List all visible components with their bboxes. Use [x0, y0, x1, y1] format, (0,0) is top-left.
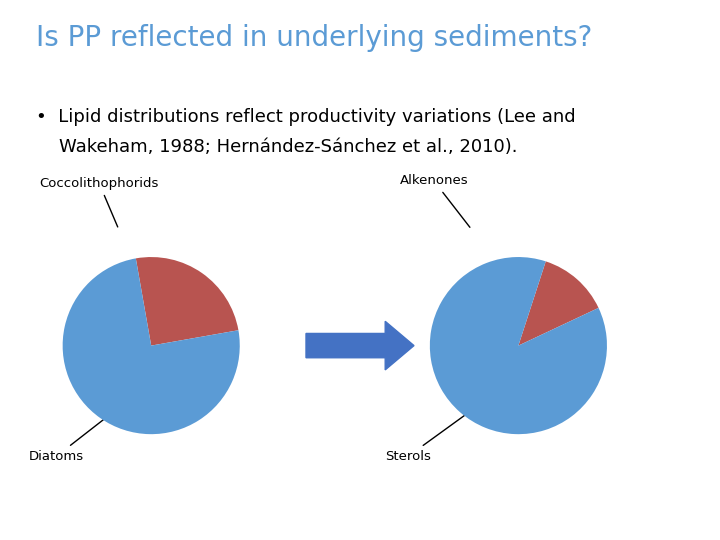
- Wedge shape: [63, 258, 240, 434]
- Text: Is PP reflected in underlying sediments?: Is PP reflected in underlying sediments?: [36, 24, 593, 52]
- Text: •  Lipid distributions reflect productivity variations (Lee and: • Lipid distributions reflect productivi…: [36, 108, 575, 126]
- Text: Diatoms: Diatoms: [29, 409, 117, 463]
- FancyArrow shape: [306, 321, 414, 370]
- Wedge shape: [136, 257, 238, 346]
- Text: Coccolithophorids: Coccolithophorids: [40, 177, 159, 227]
- Wedge shape: [430, 257, 607, 434]
- Wedge shape: [518, 261, 598, 346]
- Text: Alkenones: Alkenones: [400, 174, 470, 227]
- Text: Sterols: Sterols: [385, 409, 473, 463]
- Text: Wakeham, 1988; Hernández-Sánchez et al., 2010).: Wakeham, 1988; Hernández-Sánchez et al.,…: [36, 138, 518, 156]
